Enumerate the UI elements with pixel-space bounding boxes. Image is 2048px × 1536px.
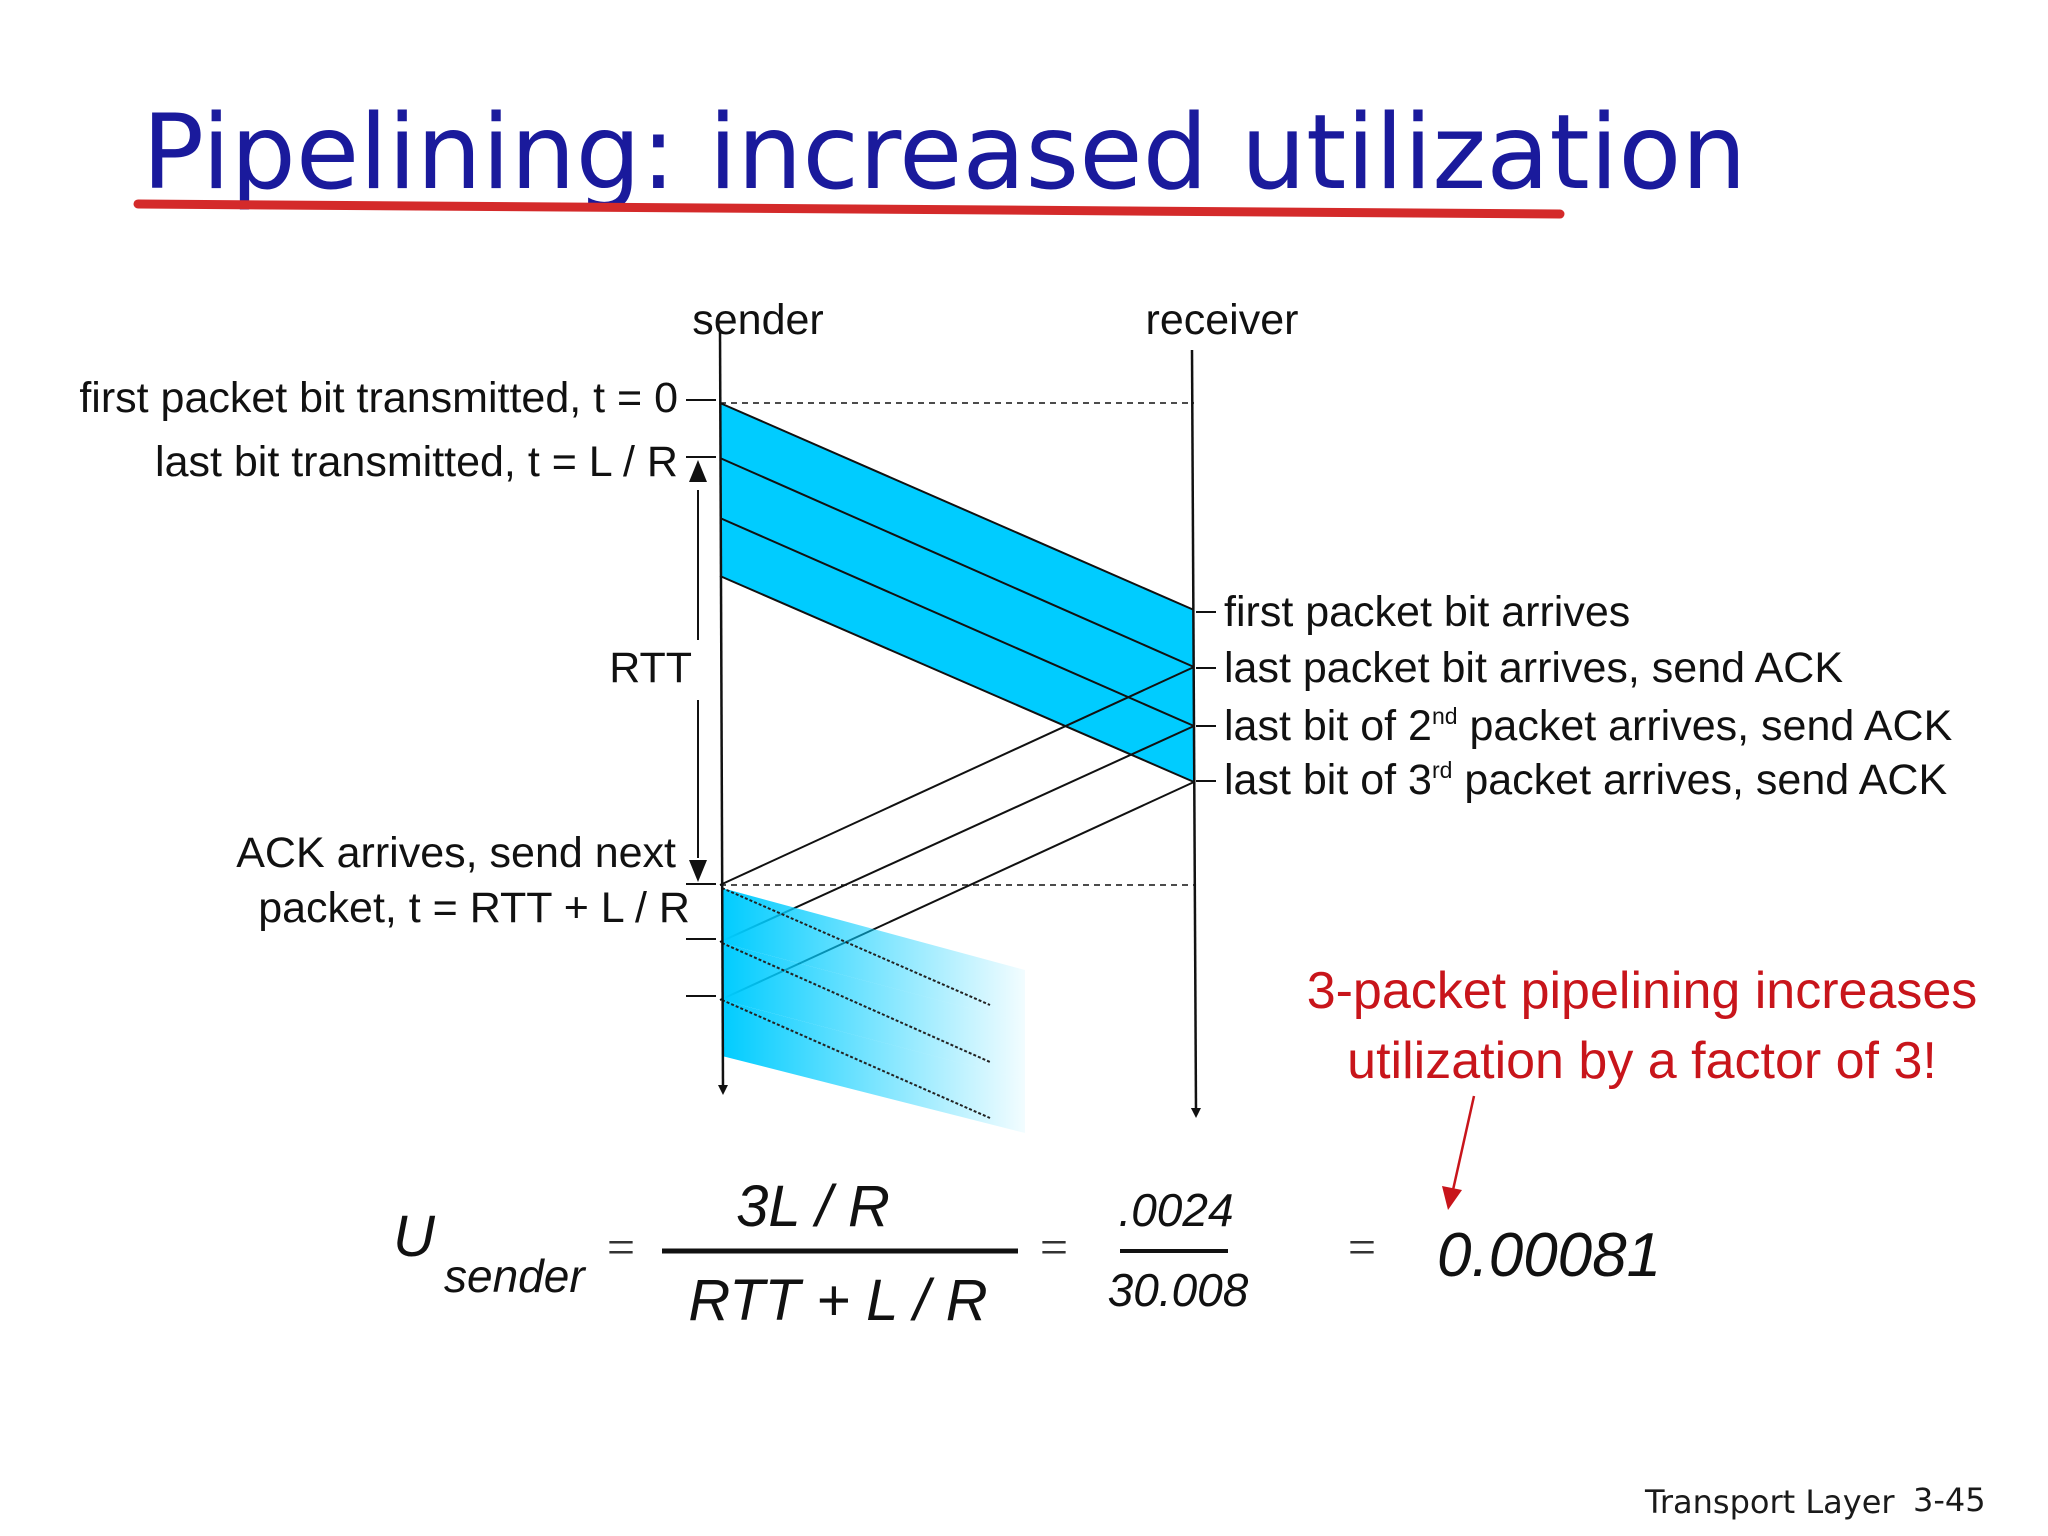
equals-sign-2: = (1040, 1219, 1068, 1275)
packet-band (720, 403, 1194, 782)
label-first-packet-arrives: first packet bit arrives (1224, 588, 1630, 636)
ack-1-line (719, 666, 1195, 886)
receiver-label: receiver (1146, 296, 1299, 344)
next-packet-3-front (721, 999, 991, 1119)
label-rtt: RTT (609, 644, 692, 692)
annotation-line-1: 3-packet pipelining increases (1307, 962, 1978, 1020)
equation-result: 0.00081 (1437, 1221, 1661, 1290)
ack-2-line (719, 725, 1195, 943)
equation-subscript: sender (444, 1250, 586, 1302)
annotation-arrowhead (1442, 1186, 1462, 1210)
footer-page-number: 3-45 (1913, 1481, 1986, 1519)
equation-u: U (393, 1204, 436, 1269)
label-ack-arrives-2: packet, t = RTT + L / R (258, 884, 690, 932)
next-packet-2-front (721, 942, 991, 1063)
equals-sign-1: = (607, 1219, 635, 1275)
fraction-numerator: .0024 (1118, 1184, 1233, 1236)
packet-1-end (719, 457, 1195, 668)
label-third-packet-arrives: last bit of 3rd packet arrives, send ACK (1224, 756, 1947, 804)
equals-sign-3: = (1348, 1219, 1376, 1275)
packet-1-front (719, 402, 1195, 611)
page-title: Pipelining: increased utilization (142, 93, 1747, 213)
label-second-packet-arrives: last bit of 2nd packet arrives, send ACK (1224, 702, 1953, 750)
equation-denominator: RTT + L / R (688, 1268, 987, 1333)
fraction-denominator: 30.008 (1108, 1264, 1249, 1316)
label-last-bit-transmitted: last bit transmitted, t = L / R (155, 438, 678, 486)
annotation-arrow-line (1451, 1095, 1476, 1191)
annotation-line-2: utilization by a factor of 3! (1347, 1032, 1937, 1090)
rtt-arrowhead-up (689, 460, 707, 482)
footer-section: Transport Layer (1644, 1483, 1895, 1521)
sender-label: sender (692, 296, 823, 344)
next-packet-2 (722, 943, 1025, 1080)
rtt-arrowhead-down (689, 860, 707, 882)
label-ack-arrives-1: ACK arrives, send next (236, 829, 676, 877)
receiver-timeline (1190, 349, 1201, 1118)
label-last-packet-arrives: last packet bit arrives, send ACK (1224, 644, 1843, 692)
packet-2-end (719, 517, 1195, 727)
sender-timeline (717, 329, 728, 1095)
equation-numerator: 3L / R (736, 1174, 890, 1239)
label-first-bit-transmitted: first packet bit transmitted, t = 0 (79, 374, 678, 422)
packet-3-end (719, 575, 1195, 783)
title-underline (133, 199, 1565, 219)
next-packet-1-front (721, 887, 991, 1006)
